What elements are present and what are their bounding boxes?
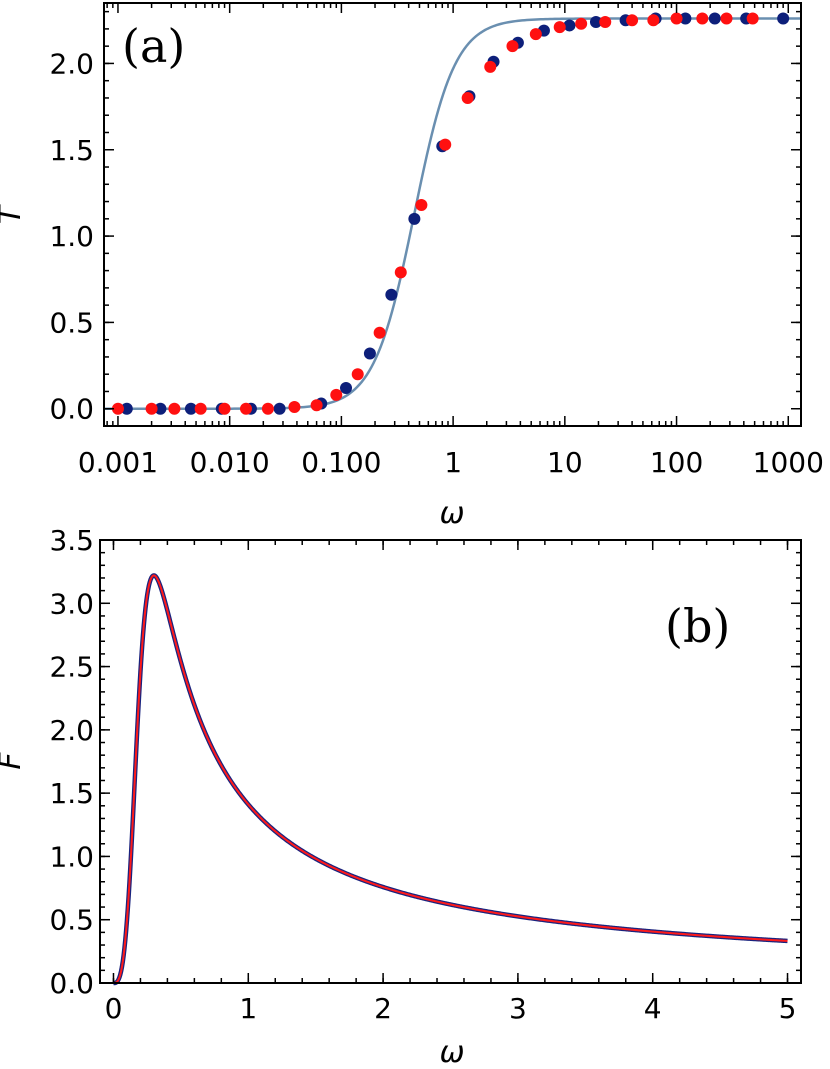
panel-a-point-s0-8 <box>363 347 376 360</box>
panel-a-point-s0-9 <box>385 288 398 301</box>
panel-b-ytick-label: 3.0 <box>49 587 94 620</box>
panel-b-xtick-label: 0 <box>105 992 123 1025</box>
panel-b-xtick-label: 5 <box>779 992 797 1025</box>
panel-a-point-s1-12 <box>394 266 407 279</box>
panel-a-xtick-label: 0.001 <box>78 446 158 479</box>
panel-b-ytick-label: 0.5 <box>49 904 94 937</box>
panel-a-point-s1-11 <box>373 326 386 339</box>
panel-a-point-s1-18 <box>529 28 542 41</box>
panel-a-point-s0-1 <box>154 402 167 415</box>
panel-a-point-s1-5 <box>240 402 252 415</box>
panel-a-xlabel: ω <box>439 496 464 531</box>
panel-a-point-s1-6 <box>261 402 274 415</box>
panel-a-ytick-label: 1.5 <box>49 134 94 167</box>
panel-a-point-s1-4 <box>218 402 231 415</box>
panel-a-point-s1-20 <box>575 17 588 30</box>
panel-a-point-s1-16 <box>484 60 497 73</box>
panel-a-point-s1-21 <box>599 15 612 28</box>
panel-b-series-1 <box>113 574 788 984</box>
panel-a-ytick-label: 0.5 <box>49 306 94 339</box>
panel-a-point-s1-23 <box>647 14 660 27</box>
panel-a-fit-curve <box>104 17 801 410</box>
panel-b-label: (b) <box>665 599 730 653</box>
panel-b-xtick-label: 4 <box>644 992 662 1025</box>
panel-a-point-s1-27 <box>746 12 759 25</box>
panel-b-ytick-label: 2.5 <box>49 651 94 684</box>
panel-a-point-s1-15 <box>461 91 474 104</box>
panel-a-point-s1-17 <box>506 40 519 53</box>
panel-a-point-s1-9 <box>330 388 343 401</box>
panel-a-point-s0-2 <box>184 402 197 415</box>
panel-b-ytick-label: 3.5 <box>49 524 94 557</box>
panel-a-label: (a) <box>122 19 185 73</box>
panel-a-point-s1-14 <box>439 138 452 151</box>
panel-a-point-s0-16 <box>563 19 576 32</box>
panel-a: 0.001 0.010 0.100 1 10 100 1000 0.0 0.5 1.0 1.5 2.0… <box>0 2 824 531</box>
panel-b-ylabel: F <box>0 752 28 770</box>
panel-a-point-s0-0 <box>120 402 133 415</box>
panel-a-xtick-label: 100 <box>650 446 703 479</box>
panel-a-ytick-label: 2.0 <box>49 47 94 80</box>
panel-a-xtick-label: 0.010 <box>190 446 270 479</box>
panel-a-point-s1-1 <box>145 402 158 415</box>
panel-a-point-s1-25 <box>696 12 709 25</box>
panel-a-point-s1-10 <box>351 368 364 381</box>
panel-b-ytick-label: 0.0 <box>49 967 94 1000</box>
panel-a-point-s0-23 <box>777 12 790 25</box>
panel-a-point-s1-24 <box>670 12 683 25</box>
panel-a-point-s1-2 <box>168 402 181 415</box>
panel-b-ytick-label: 2.0 <box>49 714 94 747</box>
panel-b: 0 1 2 3 4 5 0.0 0.5 1.0 1.5 2.0 2.5 3.0 3.5 (b) ω F <box>0 524 802 1069</box>
panel-a-point-s1-13 <box>415 199 428 211</box>
panel-a-point-s1-3 <box>194 402 207 415</box>
panel-a-point-s0-21 <box>708 12 721 25</box>
panel-a-point-s1-26 <box>720 12 733 25</box>
panel-b-frame <box>99 539 802 984</box>
panel-a-point-s0-5 <box>273 402 286 415</box>
panel-b-ytick-label: 1.5 <box>49 777 94 810</box>
panel-a-ylabel: T <box>0 203 28 224</box>
panel-a-point-s1-7 <box>288 401 301 414</box>
panel-a-marks <box>104 12 801 415</box>
panel-a-point-s1-8 <box>310 399 323 412</box>
panel-b-xtick-label: 1 <box>239 992 257 1025</box>
panel-a-point-s1-22 <box>626 14 639 27</box>
panel-a-xtick-label: 1000 <box>753 446 824 479</box>
panel-b-xtick-label: 3 <box>509 992 527 1025</box>
panel-a-point-s0-17 <box>589 15 602 28</box>
panel-b-xtick-label: 2 <box>374 992 392 1025</box>
panel-a-point-s0-20 <box>679 12 692 25</box>
panel-a-point-s0-7 <box>340 382 353 395</box>
panel-a-point-s0-10 <box>408 212 421 225</box>
panel-a-ytick-label: 1.0 <box>49 220 94 253</box>
panel-a-frame <box>103 2 802 427</box>
panel-a-point-s1-0 <box>111 402 124 415</box>
panel-a-xtick-label: 1 <box>444 446 462 479</box>
panel-a-ytick-label: 0.0 <box>49 393 94 426</box>
panel-a-point-s1-19 <box>553 21 566 34</box>
panel-a-xtick-label: 0.100 <box>301 446 381 479</box>
panel-b-xlabel: ω <box>439 1035 464 1069</box>
panel-b-marks <box>113 573 788 986</box>
panel-b-ytick-label: 1.0 <box>49 840 94 873</box>
panel-a-xtick-label: 10 <box>547 446 583 479</box>
